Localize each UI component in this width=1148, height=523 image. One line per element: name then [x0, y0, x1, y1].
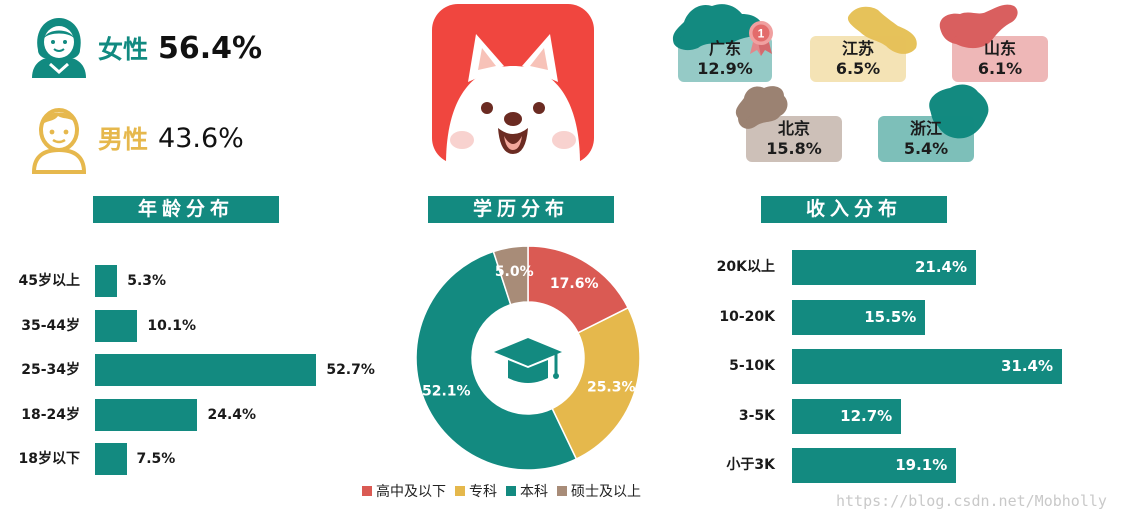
zhejiang-value: 5.4%: [903, 139, 949, 158]
income-bar: [792, 448, 957, 483]
donut-slice-master: [492, 245, 529, 306]
income-bar: [792, 349, 1063, 384]
graduation-cap-icon: [494, 338, 562, 383]
jiangsu-name: 江苏: [841, 39, 874, 58]
female-label: 女性: [98, 35, 149, 64]
jiangsu-card: 江苏 6.5%: [810, 36, 906, 82]
jiangsu-value: 6.5%: [835, 59, 881, 78]
income-value-label: 15.5%: [864, 308, 917, 326]
income-header: 收入分布: [761, 196, 947, 223]
female-value: 56.4%: [158, 30, 263, 66]
guangdong-value: 12.9%: [697, 59, 753, 78]
legend-item: 硕士及以上: [557, 481, 641, 501]
age-value-label: 7.5%: [136, 451, 176, 467]
age-bar: [95, 310, 138, 342]
age-header: 年龄分布: [93, 196, 279, 223]
age-value-label: 24.4%: [207, 407, 257, 423]
legend-label: 硕士及以上: [571, 484, 641, 500]
age-category-label: 45岁以上: [18, 273, 80, 289]
income-category-label: 10-20K: [719, 309, 775, 325]
donut-slice-high-school: [527, 245, 630, 334]
age-bar: [95, 354, 317, 386]
legend-swatch: [506, 486, 516, 496]
female-stat: 女性 56.4%: [28, 16, 262, 80]
income-category-label: 3-5K: [738, 408, 775, 424]
education-legend: 高中及以下 专科 本科 硕士及以上: [362, 481, 650, 501]
guangdong-name: 广东: [708, 39, 741, 58]
legend-item: 高中及以下: [362, 481, 446, 501]
donut-value-label: 25.3%: [587, 380, 636, 396]
zhejiang-card: 浙江 5.4%: [878, 116, 974, 162]
age-bar: [95, 443, 127, 475]
shandong-card: 山东 6.1%: [952, 36, 1048, 82]
rank-medal-icon: 1: [749, 21, 773, 56]
shandong-name: 山东: [983, 39, 1016, 58]
donut-value-label: 5.0%: [495, 264, 534, 280]
shandong-value: 6.1%: [977, 59, 1023, 78]
legend-label: 专科: [469, 484, 497, 500]
income-value-label: 19.1%: [895, 456, 948, 474]
region-zhejiang: 浙江 5.4%: [876, 80, 996, 166]
age-bar: [95, 265, 118, 297]
male-label: 男性: [98, 125, 149, 154]
age-category-label: 18-24岁: [21, 407, 80, 423]
legend-label: 高中及以下: [376, 484, 446, 500]
beijing-name: 北京: [777, 119, 810, 138]
zhejiang-name: 浙江: [909, 119, 942, 138]
jiangsu-map-icon: [847, 6, 917, 54]
watermark-url: https://blog.csdn.net/Mobholly: [836, 492, 1107, 510]
male-stat: 男性 43.6%: [28, 102, 244, 174]
income-category-label: 20K以上: [716, 259, 775, 275]
region-beijing: 北京 15.8%: [728, 80, 848, 166]
beijing-value: 15.8%: [766, 139, 822, 158]
legend-label: 本科: [520, 484, 548, 500]
income-bar: [792, 399, 902, 434]
female-icon: [32, 18, 86, 78]
male-icon: [31, 108, 87, 174]
income-bar: [792, 250, 977, 285]
rank-medal-number: 1: [758, 27, 765, 41]
legend-swatch: [557, 486, 567, 496]
age-value-label: 5.3%: [127, 273, 167, 289]
education-header: 学历分布: [428, 196, 614, 223]
income-value-label: 12.7%: [840, 407, 893, 425]
income-value-label: 31.4%: [1000, 357, 1054, 375]
male-value: 43.6%: [158, 122, 244, 154]
donut-value-label: 52.1%: [422, 384, 471, 400]
donut-slice-bachelor: [415, 250, 578, 471]
beijing-card: 北京 15.8%: [746, 116, 842, 162]
education-donut-chart: 17.6% 25.3% 52.1% 5.0%: [415, 245, 641, 471]
age-value-label: 52.7%: [326, 362, 375, 378]
income-value-label: 21.4%: [914, 258, 968, 276]
mascot-logo-icon: [432, 4, 594, 164]
legend-swatch: [455, 486, 465, 496]
age-bar: [95, 399, 198, 431]
age-category-label: 25-34岁: [21, 362, 80, 378]
donut-slice-junior-college: [551, 306, 641, 461]
income-category-label: 小于3K: [726, 457, 775, 473]
age-category-label: 18岁以下: [18, 451, 80, 467]
age-category-label: 35-44岁: [21, 318, 80, 334]
legend-item: 本科: [506, 481, 548, 501]
age-value-label: 10.1%: [147, 318, 196, 334]
guangdong-map-icon: [672, 4, 763, 51]
shandong-map-icon: [939, 4, 1018, 49]
region-jiangsu: 江苏 6.5%: [808, 0, 928, 84]
income-category-label: 5-10K: [729, 358, 775, 374]
region-shandong: 山东 6.1%: [930, 0, 1052, 84]
legend-item: 专科: [455, 481, 497, 501]
region-guangdong: 广东 12.9% 1: [664, 0, 784, 84]
legend-swatch: [362, 486, 372, 496]
donut-value-label: 17.6%: [550, 276, 599, 292]
income-bar: [792, 300, 926, 335]
